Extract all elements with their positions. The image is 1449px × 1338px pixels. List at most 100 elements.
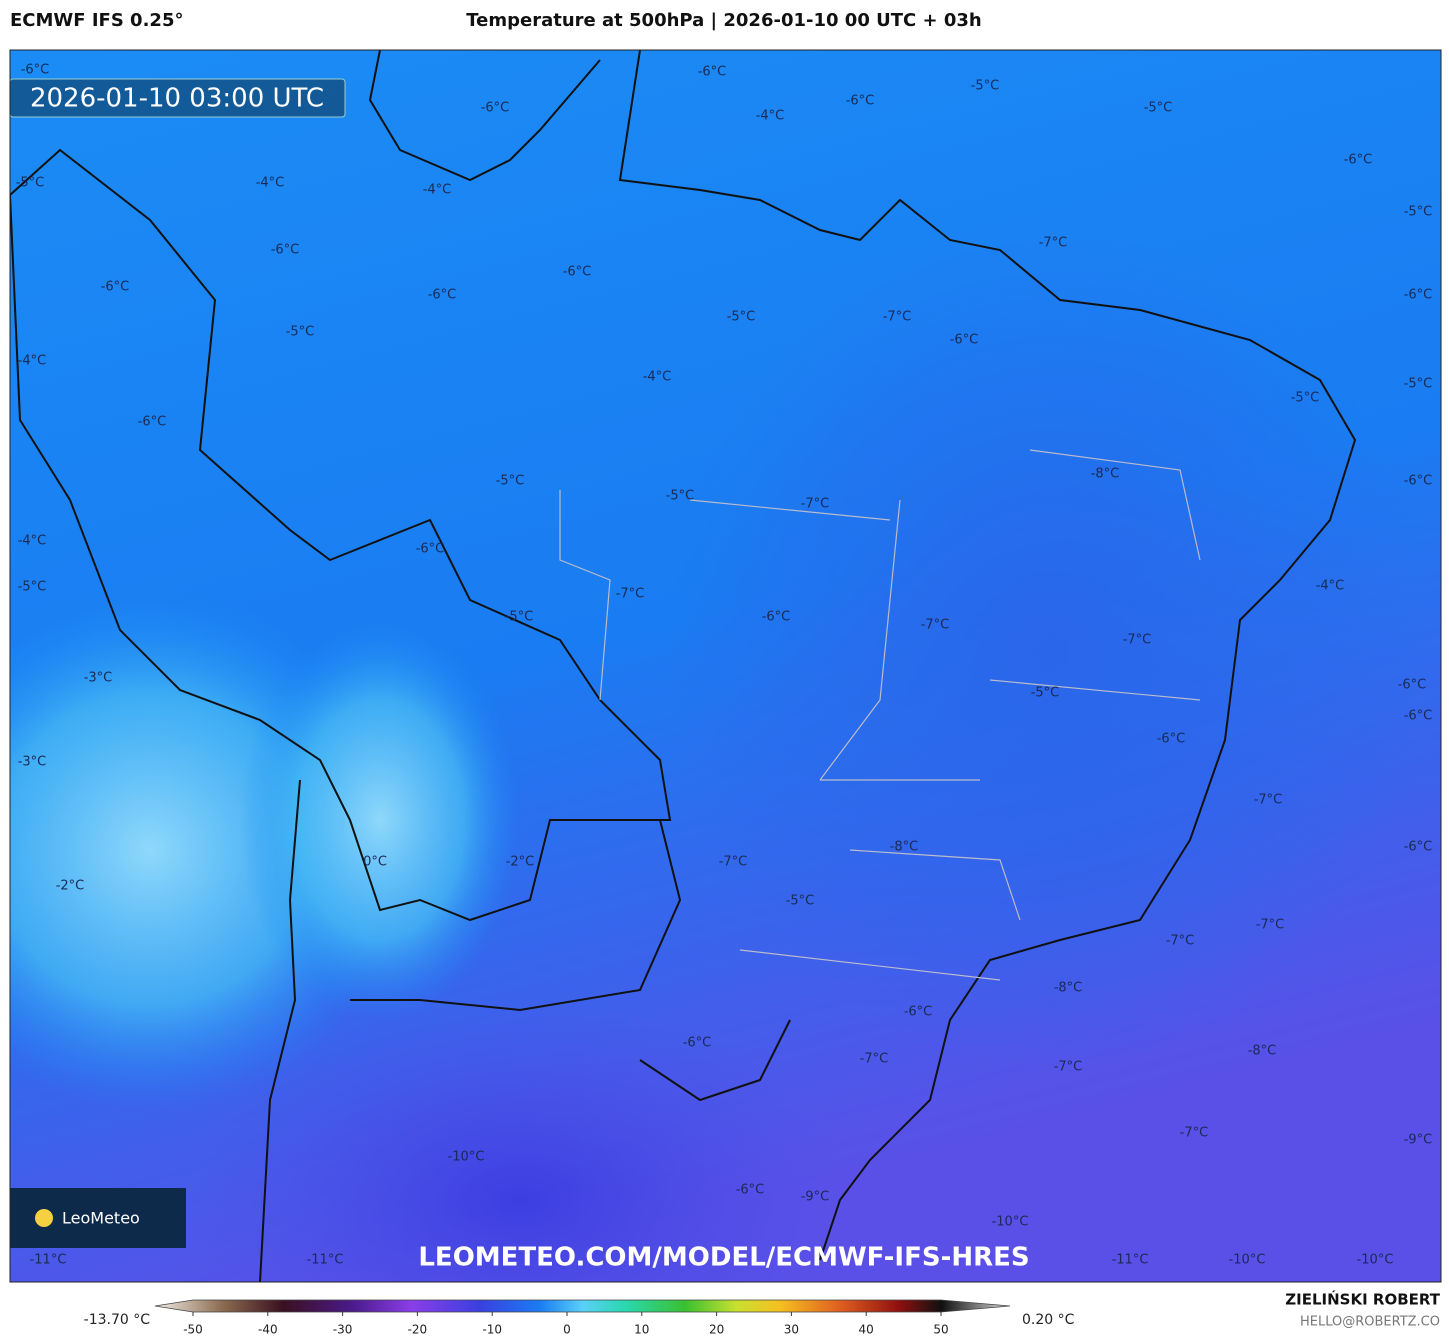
- contour-label: -7°C: [1254, 793, 1283, 808]
- colorbar-tick-label: 40: [859, 1323, 874, 1337]
- contour-label: -4°C: [18, 354, 47, 369]
- contour-label: -6°C: [846, 94, 875, 109]
- colorbar-max: 0.20 °C: [1022, 1312, 1075, 1328]
- contour-label: -8°C: [1091, 467, 1120, 482]
- contour-label: -9°C: [801, 1190, 830, 1205]
- logo-text: LeoMeteo: [62, 1209, 140, 1228]
- contour-label: -6°C: [1404, 709, 1433, 724]
- contour-label: -5°C: [786, 894, 815, 909]
- contour-label: -4°C: [643, 370, 672, 385]
- contour-label: -7°C: [616, 587, 645, 602]
- contour-label: -2°C: [506, 855, 535, 870]
- contour-label: -4°C: [256, 176, 285, 191]
- warm-area: [240, 620, 520, 1020]
- contour-label: -7°C: [1180, 1126, 1209, 1141]
- contour-label: -7°C: [860, 1052, 889, 1067]
- logo-icon: [35, 1209, 53, 1227]
- map-frame: [9, 49, 1442, 1283]
- contour-label: -6°C: [1404, 840, 1433, 855]
- contour-label: -7°C: [1166, 934, 1195, 949]
- contour-label: -4°C: [423, 183, 452, 198]
- contour-label: -7°C: [719, 855, 748, 870]
- contour-label: -6°C: [950, 333, 979, 348]
- contour-label: -5°C: [505, 610, 534, 625]
- contour-label: -3°C: [84, 671, 113, 686]
- contour-label: -5°C: [1404, 377, 1433, 392]
- border: [10, 148, 672, 922]
- colorbar-tick-label: -20: [408, 1323, 428, 1337]
- colorbar-min: -13.70 °C: [84, 1312, 151, 1328]
- contour-label: -7°C: [801, 497, 830, 512]
- colorbar-tick-label: 30: [784, 1323, 799, 1337]
- contour-label: -6°C: [481, 101, 510, 116]
- map: -6°C -5°C -4°C -6°C -4°C -6°C -5°C -6°C -6°C -4°C…: [10, 50, 1441, 1282]
- contour-label: -6°C: [563, 265, 592, 280]
- contour-label: -10°C: [1357, 1253, 1394, 1268]
- contour-label: -6°C: [1404, 474, 1433, 489]
- contour-label: 0°C: [363, 855, 387, 870]
- contour-label: -11°C: [1112, 1253, 1149, 1268]
- contour-label: -8°C: [1054, 981, 1083, 996]
- contour-label: -6°C: [683, 1036, 712, 1051]
- state-border: [559, 449, 1201, 981]
- contour-label: -6°C: [1157, 732, 1186, 747]
- colorbar-tick-label: 0: [563, 1323, 571, 1337]
- email: HELLO@ROBERTZ.CO: [1300, 1315, 1440, 1330]
- contour-label: -5°C: [286, 325, 315, 340]
- timestamp-box: [10, 78, 346, 118]
- cold-area: [670, 230, 1430, 1070]
- model-name: ECMWF IFS 0.25°: [10, 10, 183, 31]
- contour-label: -6°C: [1404, 288, 1433, 303]
- contour-label: -10°C: [448, 1150, 485, 1165]
- colorbar-tick-label: -10: [482, 1323, 502, 1337]
- contour-label: -6°C: [736, 1183, 765, 1198]
- contour-label: -7°C: [921, 618, 950, 633]
- contour-label: -5°C: [16, 176, 45, 191]
- contour-label: -7°C: [1123, 633, 1152, 648]
- contour-label: -7°C: [1256, 918, 1285, 933]
- contour-label: -6°C: [416, 542, 445, 557]
- contour-label: -6°C: [762, 610, 791, 625]
- contour-label: -9°C: [1404, 1133, 1433, 1148]
- contour-label: -4°C: [1316, 579, 1345, 594]
- contour-label: -6°C: [21, 63, 50, 78]
- colorbar-tick-label: -40: [258, 1323, 278, 1337]
- contour-label: -6°C: [428, 288, 457, 303]
- contour-label: -5°C: [496, 474, 525, 489]
- contour-label: -8°C: [890, 840, 919, 855]
- contour-label: -6°C: [1398, 678, 1427, 693]
- colorbar-tick-label: -30: [333, 1323, 353, 1337]
- contour-label: -6°C: [101, 280, 130, 295]
- contour-label: -11°C: [307, 1253, 344, 1268]
- contour-label: -8°C: [1248, 1044, 1277, 1059]
- contour-label: -6°C: [271, 243, 300, 258]
- contour-label: -4°C: [18, 534, 47, 549]
- colorbar-tick-label: -50: [183, 1323, 203, 1337]
- contour-label: -5°C: [1031, 686, 1060, 701]
- contour-label: -3°C: [18, 755, 47, 770]
- colorbar-tick-label: 50: [933, 1323, 948, 1337]
- contour-label: -5°C: [727, 310, 756, 325]
- contour-label: -5°C: [971, 79, 1000, 94]
- contour-label: -10°C: [1229, 1253, 1266, 1268]
- contour-label: -2°C: [56, 879, 85, 894]
- contour-label: -7°C: [1039, 236, 1068, 251]
- timestamp: 2026-01-10 03:00 UTC: [30, 84, 324, 114]
- contour-label: -5°C: [18, 580, 47, 595]
- cold-area: [190, 1000, 850, 1282]
- contour-label: -6°C: [698, 65, 727, 80]
- contour-label: -11°C: [30, 1253, 67, 1268]
- contour-label: -7°C: [1054, 1060, 1083, 1075]
- contour-label: -4°C: [756, 109, 785, 124]
- author: ZIELIŃSKI ROBERT: [1285, 1290, 1440, 1309]
- colorbar-tick-label: 10: [634, 1323, 649, 1337]
- colorbar: [154, 1299, 1011, 1313]
- contour-label: -5°C: [666, 489, 695, 504]
- contour-label: -6°C: [138, 415, 167, 430]
- contour-label: -5°C: [1144, 101, 1173, 116]
- contour-label: -5°C: [1404, 205, 1433, 220]
- coastline: [368, 50, 1357, 1261]
- contour-label: -10°C: [992, 1215, 1029, 1230]
- contour-label: -7°C: [883, 310, 912, 325]
